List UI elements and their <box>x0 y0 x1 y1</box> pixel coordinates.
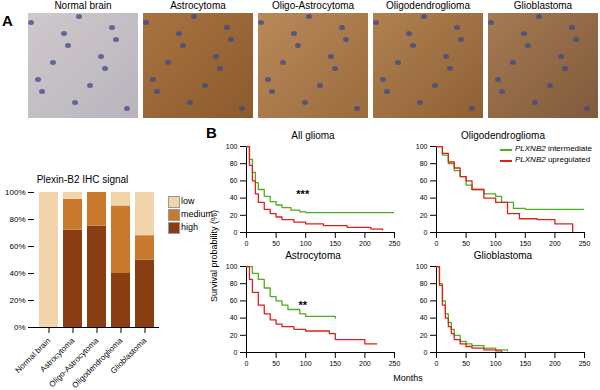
svg-text:100: 100 <box>490 240 502 247</box>
svg-text:0: 0 <box>245 360 249 367</box>
svg-text:80: 80 <box>420 280 428 287</box>
svg-text:200: 200 <box>359 360 371 367</box>
svg-text:60: 60 <box>230 177 238 184</box>
svg-text:Oligodendroglioma: Oligodendroglioma <box>70 336 125 390</box>
html-text:Glioblastoma: Glioblastoma <box>473 250 533 261</box>
svg-text:150: 150 <box>519 240 531 247</box>
svg-text:40%: 40% <box>9 269 25 278</box>
svg-text:250: 250 <box>579 360 591 367</box>
svg-text:20%: 20% <box>9 296 25 305</box>
html-text:Astrocytoma: Astrocytoma <box>170 0 226 11</box>
svg-text:0: 0 <box>234 229 238 236</box>
svg-text:150: 150 <box>329 360 341 367</box>
svg-text:40: 40 <box>420 314 428 321</box>
svg-text:200: 200 <box>549 240 561 247</box>
svg-text:150: 150 <box>519 360 531 367</box>
svg-text:100: 100 <box>300 240 312 247</box>
svg-text:0: 0 <box>234 349 238 356</box>
svg-text:60: 60 <box>420 297 428 304</box>
svg-text:100: 100 <box>300 360 312 367</box>
svg-text:Astrocytoma: Astrocytoma <box>38 336 77 374</box>
svg-text:Normal brain: Normal brain <box>13 336 53 375</box>
html-text:medium: medium <box>181 209 213 219</box>
svg-text:100: 100 <box>416 143 428 150</box>
svg-text:100: 100 <box>416 263 428 270</box>
html-text:Plexin-B2 IHC signal: Plexin-B2 IHC signal <box>36 174 129 185</box>
html-text:Oligodendroglioma: Oligodendroglioma <box>386 0 470 11</box>
svg-text:60: 60 <box>420 177 428 184</box>
svg-text:***: *** <box>296 188 310 200</box>
html-text:All glioma: All glioma <box>291 130 335 141</box>
svg-text:50: 50 <box>462 360 470 367</box>
svg-text:100: 100 <box>226 263 238 270</box>
svg-text:50: 50 <box>272 360 280 367</box>
svg-text:60%: 60% <box>9 242 25 251</box>
svg-text:50: 50 <box>272 240 280 247</box>
html-text:Astrocytoma: Astrocytoma <box>285 250 341 261</box>
svg-text:200: 200 <box>549 360 561 367</box>
svg-text:80: 80 <box>420 160 428 167</box>
svg-text:100%: 100% <box>5 188 25 197</box>
html-text:Normal brain: Normal brain <box>54 0 112 11</box>
svg-text:80%: 80% <box>9 215 25 224</box>
html-text:Glioblastoma: Glioblastoma <box>513 0 573 11</box>
svg-text:80: 80 <box>230 280 238 287</box>
svg-text:Glioblastoma: Glioblastoma <box>109 336 149 376</box>
svg-text:0: 0 <box>245 240 249 247</box>
svg-text:40: 40 <box>420 194 428 201</box>
svg-text:80: 80 <box>230 160 238 167</box>
svg-text:20: 20 <box>230 212 238 219</box>
svg-text:250: 250 <box>389 360 401 367</box>
svg-text:20: 20 <box>420 212 428 219</box>
svg-text:20: 20 <box>230 332 238 339</box>
html-text:B: B <box>206 124 217 141</box>
svg-text:150: 150 <box>329 240 341 247</box>
svg-text:0: 0 <box>435 360 439 367</box>
html-text:high: high <box>181 222 198 232</box>
html-text:Months: Months <box>393 373 423 383</box>
html-text:PLXNB2 upregulated: PLXNB2 upregulated <box>515 155 591 164</box>
svg-text:60: 60 <box>230 297 238 304</box>
html-text:low: low <box>181 196 195 206</box>
svg-text:100: 100 <box>490 360 502 367</box>
svg-text:Oligo-Astrocytoma: Oligo-Astrocytoma <box>47 336 101 390</box>
svg-text:250: 250 <box>579 240 591 247</box>
svg-text:**: ** <box>298 299 307 311</box>
svg-text:250: 250 <box>389 240 401 247</box>
svg-text:0: 0 <box>424 229 428 236</box>
html-text:PLXNB2 intermediate: PLXNB2 intermediate <box>515 144 592 153</box>
svg-text:20: 20 <box>420 332 428 339</box>
svg-text:100: 100 <box>226 143 238 150</box>
html-text:A: A <box>2 12 13 29</box>
svg-text:0: 0 <box>435 240 439 247</box>
svg-text:40: 40 <box>230 194 238 201</box>
svg-text:0: 0 <box>424 349 428 356</box>
svg-text:0%: 0% <box>14 323 26 332</box>
svg-text:200: 200 <box>359 240 371 247</box>
html-text:Survival probability (%): Survival probability (%) <box>209 210 219 302</box>
html-text:Oligo-Astrocytoma: Oligo-Astrocytoma <box>271 0 355 11</box>
svg-text:40: 40 <box>230 314 238 321</box>
svg-text:50: 50 <box>462 240 470 247</box>
html-text:Oligodendroglioma: Oligodendroglioma <box>461 130 545 141</box>
